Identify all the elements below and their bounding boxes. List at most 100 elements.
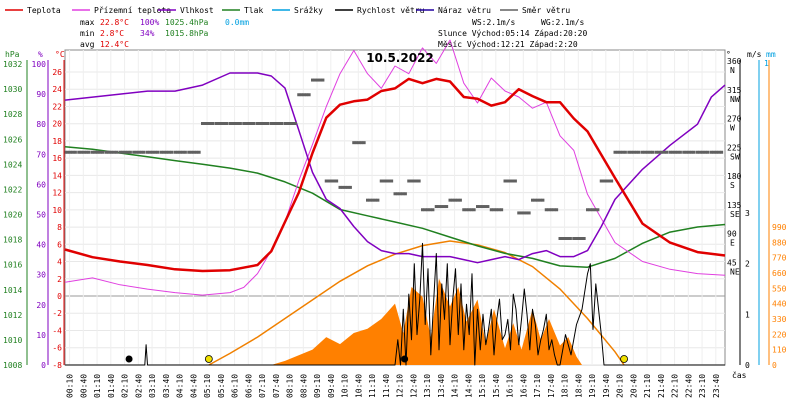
x-tick-label: 18:10 [561,374,570,398]
wind-direction-point [173,150,177,154]
legend-label: Vlhkost [180,6,214,15]
wind-direction-point [665,150,669,154]
wind-direction-point [384,179,388,183]
wind-direction-point [398,192,402,196]
wind-direction-point [671,150,675,154]
temp-tick-label: 6 [57,240,62,249]
wind-direction-point [82,150,86,154]
temp-tick-label: -4 [52,326,62,335]
wind-direction-point [68,150,72,154]
hum-tick-label: 40 [36,241,46,250]
info-wg: WG:2.1m/s [541,18,585,27]
wind-direction-point [527,211,531,215]
ms-tick-label: 1 [745,310,750,319]
wind-direction-point [582,237,586,240]
wind-direction-point [417,179,421,183]
wind-direction-point [107,150,111,154]
wind-direction-point [635,150,639,154]
wind-direction-point [525,211,529,215]
wind-direction-point [181,150,185,154]
info-ws: WS:2.1m/s [472,18,516,27]
stats-min-temp: 2.8°C [100,29,124,38]
radiation-tick-label: 110 [772,346,787,355]
wind-direction-point [214,122,218,125]
wind-direction-point [258,122,262,125]
wind-direction-point [153,150,157,154]
legend-label: Směr větru [522,6,570,15]
ms-tick-label: 0 [745,361,750,370]
radiation-area [65,278,725,365]
wind-direction-point [517,211,521,215]
x-tick-label: 06:40 [244,374,253,398]
wind-direction-point [293,122,297,125]
wind-direction-point [109,150,113,154]
x-tick-label: 13:40 [437,374,446,398]
wind-direction-point [574,237,578,240]
legend-label: Srážky [294,6,323,15]
wind-direction-point [302,93,306,97]
hpa-tick-label: 1030 [3,85,22,94]
wind-direction-point [593,208,597,212]
wind-direction-point [696,150,699,154]
x-tick-label: 21:40 [657,374,666,398]
wind-direction-point [489,208,493,212]
x-tick-label: 14:40 [464,374,473,398]
wind-direction-point [668,150,672,154]
axis-layer: hPa% °C ° m/s mm1100810101012101410161018102… [3,50,787,398]
x-tick-label: 05:10 [203,374,212,398]
x-tick-label: 04:10 [176,374,185,398]
wind-speed-line [65,242,725,366]
hpa-unit: hPa [5,50,20,59]
x-tick-label: 00:40 [79,374,88,398]
x-tick-label: 00:10 [66,374,75,398]
temp-tick-label: 2 [57,275,62,284]
wind-direction-point [415,179,419,183]
wind-direction-point [231,122,235,125]
legend-label: Přízemní teplota [94,6,171,15]
wind-direction-point [483,205,487,209]
x-tick-label: 21:10 [643,374,652,398]
wind-direction-point [684,150,688,154]
x-tick-label: 03:10 [148,374,157,398]
wind-direction-point [352,141,356,145]
wind-direction-point [421,208,424,212]
wind-direction-point [486,205,490,209]
hpa-tick-label: 1028 [3,110,22,119]
stats-max-rain: 0.0mm [225,18,249,27]
dir-tick-name: S [730,181,735,190]
wind-direction-point [698,150,702,154]
x-tick-label: 01:40 [107,374,116,398]
wind-direction-point [442,205,446,209]
dir-tick-deg: 45 [727,258,737,267]
wind-direction-point [256,122,259,125]
temp-tick-label: 16 [52,154,62,163]
wind-direction-point [118,150,122,154]
temp-tick-label: -6 [52,344,62,353]
wind-direction-point [329,179,333,183]
temp-tick-label: 14 [52,171,62,180]
wind-direction-point [648,150,652,154]
wind-direction-point [71,150,75,154]
wind-direction-point [659,150,663,154]
x-tick-label: 08:10 [286,374,295,398]
wind-direction-point [423,208,427,212]
wind-direction-point [280,122,284,125]
wind-direction-point [623,150,627,154]
wind-direction-point [706,150,710,154]
wind-direction-point [148,150,152,154]
wind-direction-point [533,198,537,202]
dir-tick-deg: 270 [727,115,742,124]
hpa-tick-label: 1026 [3,135,22,144]
wind-direction-point [467,208,471,212]
x-tick-label: 03:40 [162,374,171,398]
wind-direction-point [236,122,240,125]
hum-tick-label: 90 [36,90,46,99]
x-unit-label: čas [732,370,747,380]
wind-direction-point [66,150,70,154]
wind-direction-point [709,150,713,154]
wind-direction-point [712,150,716,154]
wind-direction-point [519,211,523,215]
wind-direction-point [541,198,545,202]
wind-direction-point [714,150,718,154]
wind-direction-point [211,122,215,125]
